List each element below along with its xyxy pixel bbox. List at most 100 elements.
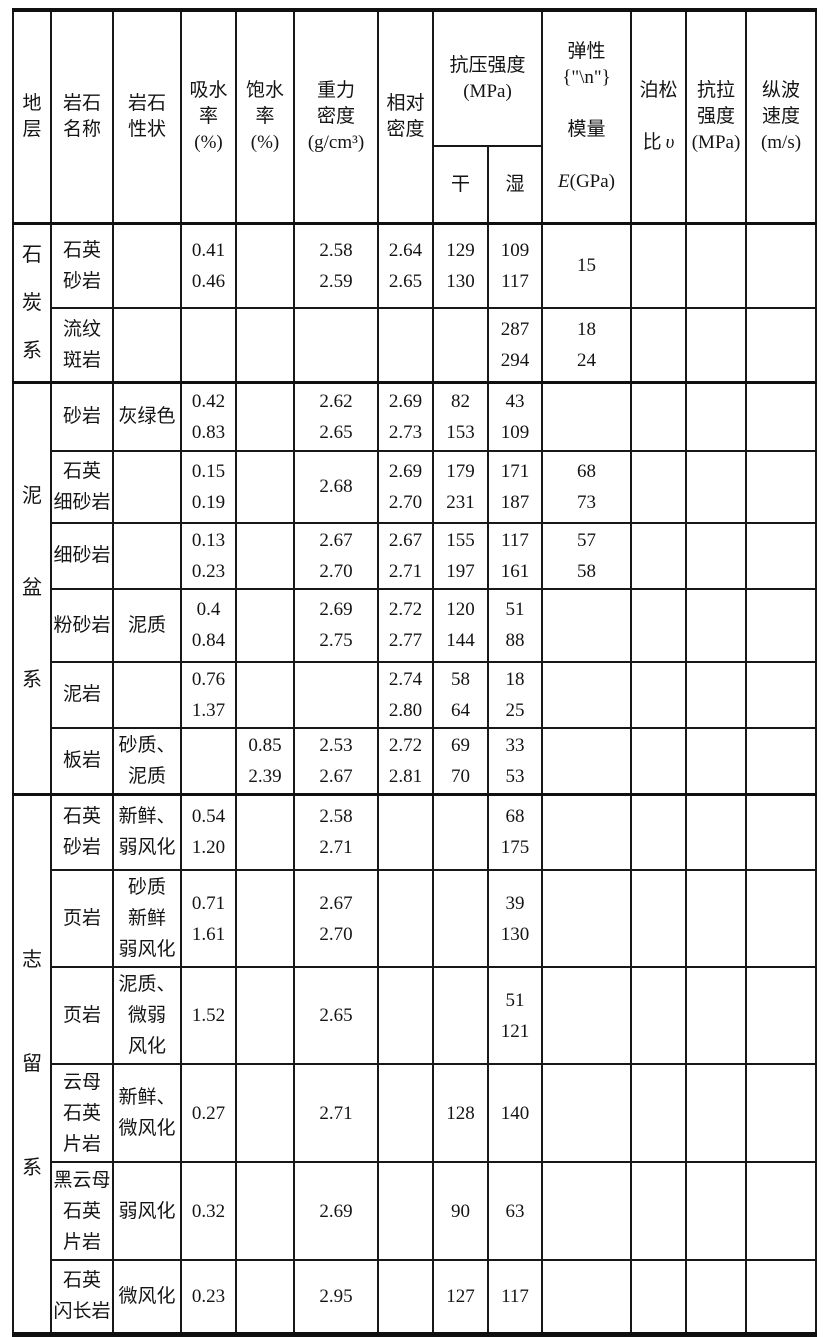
cell-velocity bbox=[745, 449, 818, 524]
col-header-tensile-strength: 抗拉 强度 (MPa) bbox=[685, 9, 748, 225]
cell-elastic-modulus bbox=[541, 726, 633, 795]
cell-rock-character: 泥质、 微弱 风化 bbox=[112, 966, 182, 1065]
cell-rock-name: 石英 砂岩 bbox=[50, 222, 114, 309]
cell-wet-strength: 117 161 bbox=[486, 521, 544, 590]
cell-absorption: 0.15 0.19 bbox=[180, 449, 237, 524]
cell-poisson bbox=[630, 966, 688, 1065]
cell-dry-strength: 129 130 bbox=[432, 222, 489, 309]
cell-poisson bbox=[630, 222, 688, 309]
cell-relative-density bbox=[377, 792, 434, 871]
cell-elastic-modulus bbox=[541, 381, 633, 452]
cell-wet-strength: 51 88 bbox=[486, 587, 544, 663]
cell-saturation bbox=[235, 792, 295, 871]
cell-velocity bbox=[745, 869, 818, 968]
cell-velocity bbox=[745, 222, 818, 309]
header-row-1: 地 层 岩石 名称 岩石 性状 吸水 率 (%) 饱水 率 (%) 重力 密度 … bbox=[12, 8, 818, 225]
cell-saturation bbox=[235, 306, 295, 384]
cell-saturation bbox=[235, 966, 295, 1065]
cell-velocity bbox=[745, 726, 818, 795]
table-row: 粉砂岩 泥质 0.4 0.84 2.69 2.75 2.72 2.77 120 … bbox=[13, 587, 818, 663]
cell-velocity bbox=[745, 521, 818, 590]
col-header-relative-density: 相对 密度 bbox=[377, 9, 434, 225]
cell-tensile bbox=[685, 869, 748, 968]
cell-velocity bbox=[745, 306, 818, 384]
table-row: 板岩 砂质、 泥质 0.85 2.39 2.53 2.67 2.72 2.81 … bbox=[13, 726, 818, 795]
cell-rock-character: 新鲜、 微风化 bbox=[112, 1063, 182, 1163]
cell-wet-strength: 140 bbox=[486, 1063, 544, 1163]
cell-unit-weight bbox=[293, 660, 379, 729]
cell-unit-weight: 2.62 2.65 bbox=[293, 381, 379, 452]
cell-velocity bbox=[745, 660, 818, 729]
table-row: 志 留 系 石英 砂岩 新鲜、 弱风化 0.54 1.20 2.58 2.71 … bbox=[12, 792, 818, 1335]
cell-velocity bbox=[745, 1063, 818, 1163]
cell-saturation bbox=[235, 222, 295, 309]
table-row: 黑云母 石英 片岩 弱风化 0.32 2.69 90 63 bbox=[13, 1161, 818, 1261]
cell-rock-name: 粉砂岩 bbox=[50, 587, 114, 663]
cell-rock-name: 页岩 bbox=[50, 869, 114, 968]
cell-unit-weight: 2.95 bbox=[293, 1259, 379, 1335]
cell-saturation bbox=[235, 521, 295, 590]
cell-velocity bbox=[745, 381, 818, 452]
elastic-label-2: 模量 bbox=[567, 119, 606, 140]
cell-relative-density bbox=[377, 1259, 434, 1335]
cell-tensile bbox=[685, 587, 748, 663]
cell-rock-name: 云母 石英 片岩 bbox=[50, 1063, 114, 1163]
table-row: 页岩 砂质 新鲜 弱风化 0.71 1.61 2.67 2.70 39 130 bbox=[13, 869, 818, 968]
table-row: 石英 细砂岩 0.15 0.19 2.68 2.69 2.70 179 231 … bbox=[13, 449, 818, 524]
cell-poisson bbox=[630, 381, 688, 452]
col-header-stratum: 地 层 bbox=[12, 9, 52, 225]
cell-unit-weight: 2.69 bbox=[293, 1161, 379, 1261]
header-row-2: 干 湿 bbox=[13, 145, 816, 225]
cell-poisson bbox=[630, 1161, 688, 1261]
cell-unit-weight: 2.65 bbox=[293, 966, 379, 1065]
cell-rock-character bbox=[112, 449, 182, 524]
cell-tensile bbox=[685, 306, 748, 384]
elastic-label: 弹性{"\n"} bbox=[562, 41, 611, 88]
col-header-compressive-strength: 抗压强度 (MPa) bbox=[431, 8, 544, 148]
stratum-label-devonian: 泥 盆 系 bbox=[12, 381, 52, 795]
cell-rock-character: 砂质、 泥质 bbox=[112, 726, 182, 795]
cell-tensile bbox=[685, 1063, 748, 1163]
cell-poisson bbox=[630, 587, 688, 663]
cell-absorption: 0.54 1.20 bbox=[180, 792, 237, 871]
cell-elastic-modulus bbox=[541, 966, 633, 1065]
cell-rock-character: 砂质 新鲜 弱风化 bbox=[112, 869, 182, 968]
cell-unit-weight: 2.58 2.71 bbox=[293, 792, 379, 871]
cell-absorption: 0.76 1.37 bbox=[180, 660, 237, 729]
cell-dry-strength: 90 bbox=[432, 1161, 489, 1261]
cell-wet-strength: 171 187 bbox=[486, 449, 544, 524]
rock-properties-table: 地 层 岩石 名称 岩石 性状 吸水 率 (%) 饱水 率 (%) 重力 密度 … bbox=[12, 8, 818, 1337]
table-row: 细砂岩 0.13 0.23 2.67 2.70 2.67 2.71 155 19… bbox=[13, 521, 818, 590]
cell-relative-density: 2.64 2.65 bbox=[377, 222, 434, 309]
cell-rock-name: 页岩 bbox=[50, 966, 114, 1065]
cell-dry-strength: 69 70 bbox=[432, 726, 489, 795]
col-header-rock-character: 岩石 性状 bbox=[112, 9, 182, 225]
cell-tensile bbox=[685, 521, 748, 590]
cell-tensile bbox=[685, 966, 748, 1065]
cell-unit-weight bbox=[293, 306, 379, 384]
cell-saturation: 0.85 2.39 bbox=[235, 726, 295, 795]
cell-absorption: 0.27 bbox=[180, 1063, 237, 1163]
table-row: 流纹 斑岩 287 294 18 24 bbox=[13, 306, 818, 384]
cell-elastic-modulus: 68 73 bbox=[541, 449, 633, 524]
cell-poisson bbox=[630, 1259, 688, 1335]
table-row: 页岩 泥质、 微弱 风化 1.52 2.65 51 121 bbox=[13, 966, 818, 1065]
cell-dry-strength: 82 153 bbox=[432, 381, 489, 452]
cell-poisson bbox=[630, 1063, 688, 1163]
cell-elastic-modulus: 57 58 bbox=[541, 521, 633, 590]
cell-wet-strength: 18 25 bbox=[486, 660, 544, 729]
cell-wet-strength: 287 294 bbox=[486, 306, 544, 384]
table-row: 石 炭 系 石英 砂岩 0.41 0.46 2.58 2.59 2.64 2.6… bbox=[12, 222, 818, 384]
col-header-saturation: 饱水 率 (%) bbox=[235, 9, 295, 225]
cell-rock-name: 板岩 bbox=[50, 726, 114, 795]
cell-rock-character bbox=[112, 660, 182, 729]
cell-rock-name: 黑云母 石英 片岩 bbox=[50, 1161, 114, 1261]
cell-relative-density: 2.69 2.73 bbox=[377, 381, 434, 452]
cell-rock-character: 灰绿色 bbox=[112, 381, 182, 452]
cell-rock-name: 石英 闪长岩 bbox=[50, 1259, 114, 1335]
cell-velocity bbox=[745, 587, 818, 663]
cell-relative-density: 2.67 2.71 bbox=[377, 521, 434, 590]
cell-poisson bbox=[630, 660, 688, 729]
